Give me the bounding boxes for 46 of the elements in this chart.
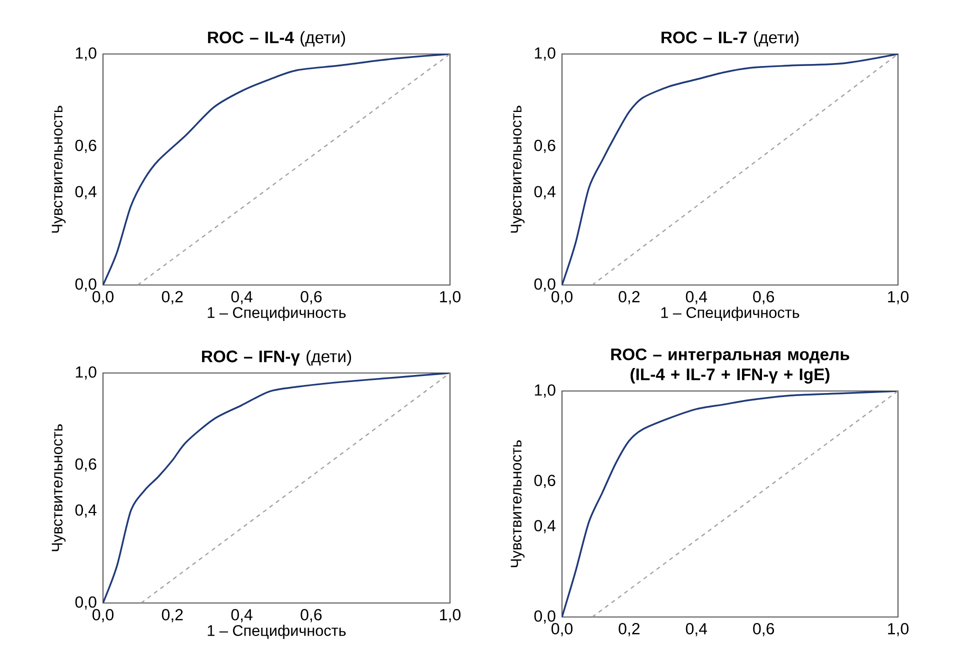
x-tick-label: 1,0 [888, 623, 909, 636]
x-tick-label: 1,0 [888, 291, 909, 304]
chart-title: ROC – IFN-γ (дети) [202, 350, 352, 366]
y-tick-label: 1,0 [534, 47, 556, 61]
chart-title: ROC – IL-7 (дети) [662, 31, 799, 47]
x-tick-label: 0,4 [686, 623, 708, 636]
y-tick-label: 1,0 [534, 384, 556, 398]
x-tick-label: 0,6 [753, 291, 774, 304]
x-tick-label: 0,6 [300, 291, 322, 304]
y-tick-label: 1,0 [76, 47, 96, 61]
y-tick-label: 0,6 [534, 140, 556, 153]
x-tick-label: 0,0 [92, 609, 114, 622]
y-axis-title: Чувствительность [52, 106, 66, 233]
x-tick-label: 0,0 [552, 623, 573, 636]
x-axis-title: 1 – Специфичность [208, 624, 346, 640]
y-tick-label: 0,4 [75, 504, 96, 518]
y-tick-label: 0,6 [534, 474, 556, 488]
chart-title: ROC – интегральная модель (IL-4 + IL-7 + IFN-γ + IgE) [611, 348, 850, 384]
x-tick-label: 0,6 [753, 623, 774, 636]
y-tick-label: 0,4 [75, 186, 96, 200]
chart-title: ROC – IL-4 (дети) [208, 31, 346, 47]
x-tick-label: 0,2 [618, 291, 640, 304]
y-axis-title: Чувствительность [510, 106, 525, 233]
x-tick-label: 0,4 [231, 291, 252, 304]
y-tick-label: 0,0 [534, 278, 556, 292]
x-axis-title: 1 – Специфичность [208, 306, 346, 322]
y-tick-label: 0,6 [75, 140, 96, 153]
x-tick-label: 0,2 [162, 291, 183, 304]
x-tick-label: 0,2 [162, 609, 183, 622]
y-tick-label: 1,0 [76, 366, 96, 380]
y-tick-label: 0,4 [534, 186, 556, 200]
x-axis-title: 1 – Специфичность [661, 306, 800, 322]
y-tick-label: 0,6 [75, 458, 96, 472]
x-tick-label: 1,0 [440, 609, 461, 622]
y-axis-title: Чувствительность [52, 424, 66, 552]
x-tick-label: 0,4 [231, 609, 252, 622]
x-tick-label: 0,6 [300, 609, 322, 622]
y-tick-label: 0,4 [534, 520, 556, 534]
x-tick-label: 0,0 [92, 291, 114, 304]
x-tick-label: 0,0 [552, 291, 573, 304]
x-tick-label: 0,2 [618, 623, 640, 636]
x-tick-label: 1,0 [440, 291, 461, 304]
y-tick-label: 0,0 [75, 278, 96, 292]
y-tick-label: 0,0 [75, 596, 96, 610]
x-tick-label: 0,4 [686, 291, 708, 304]
y-axis-title: Чувствительность [510, 440, 525, 568]
